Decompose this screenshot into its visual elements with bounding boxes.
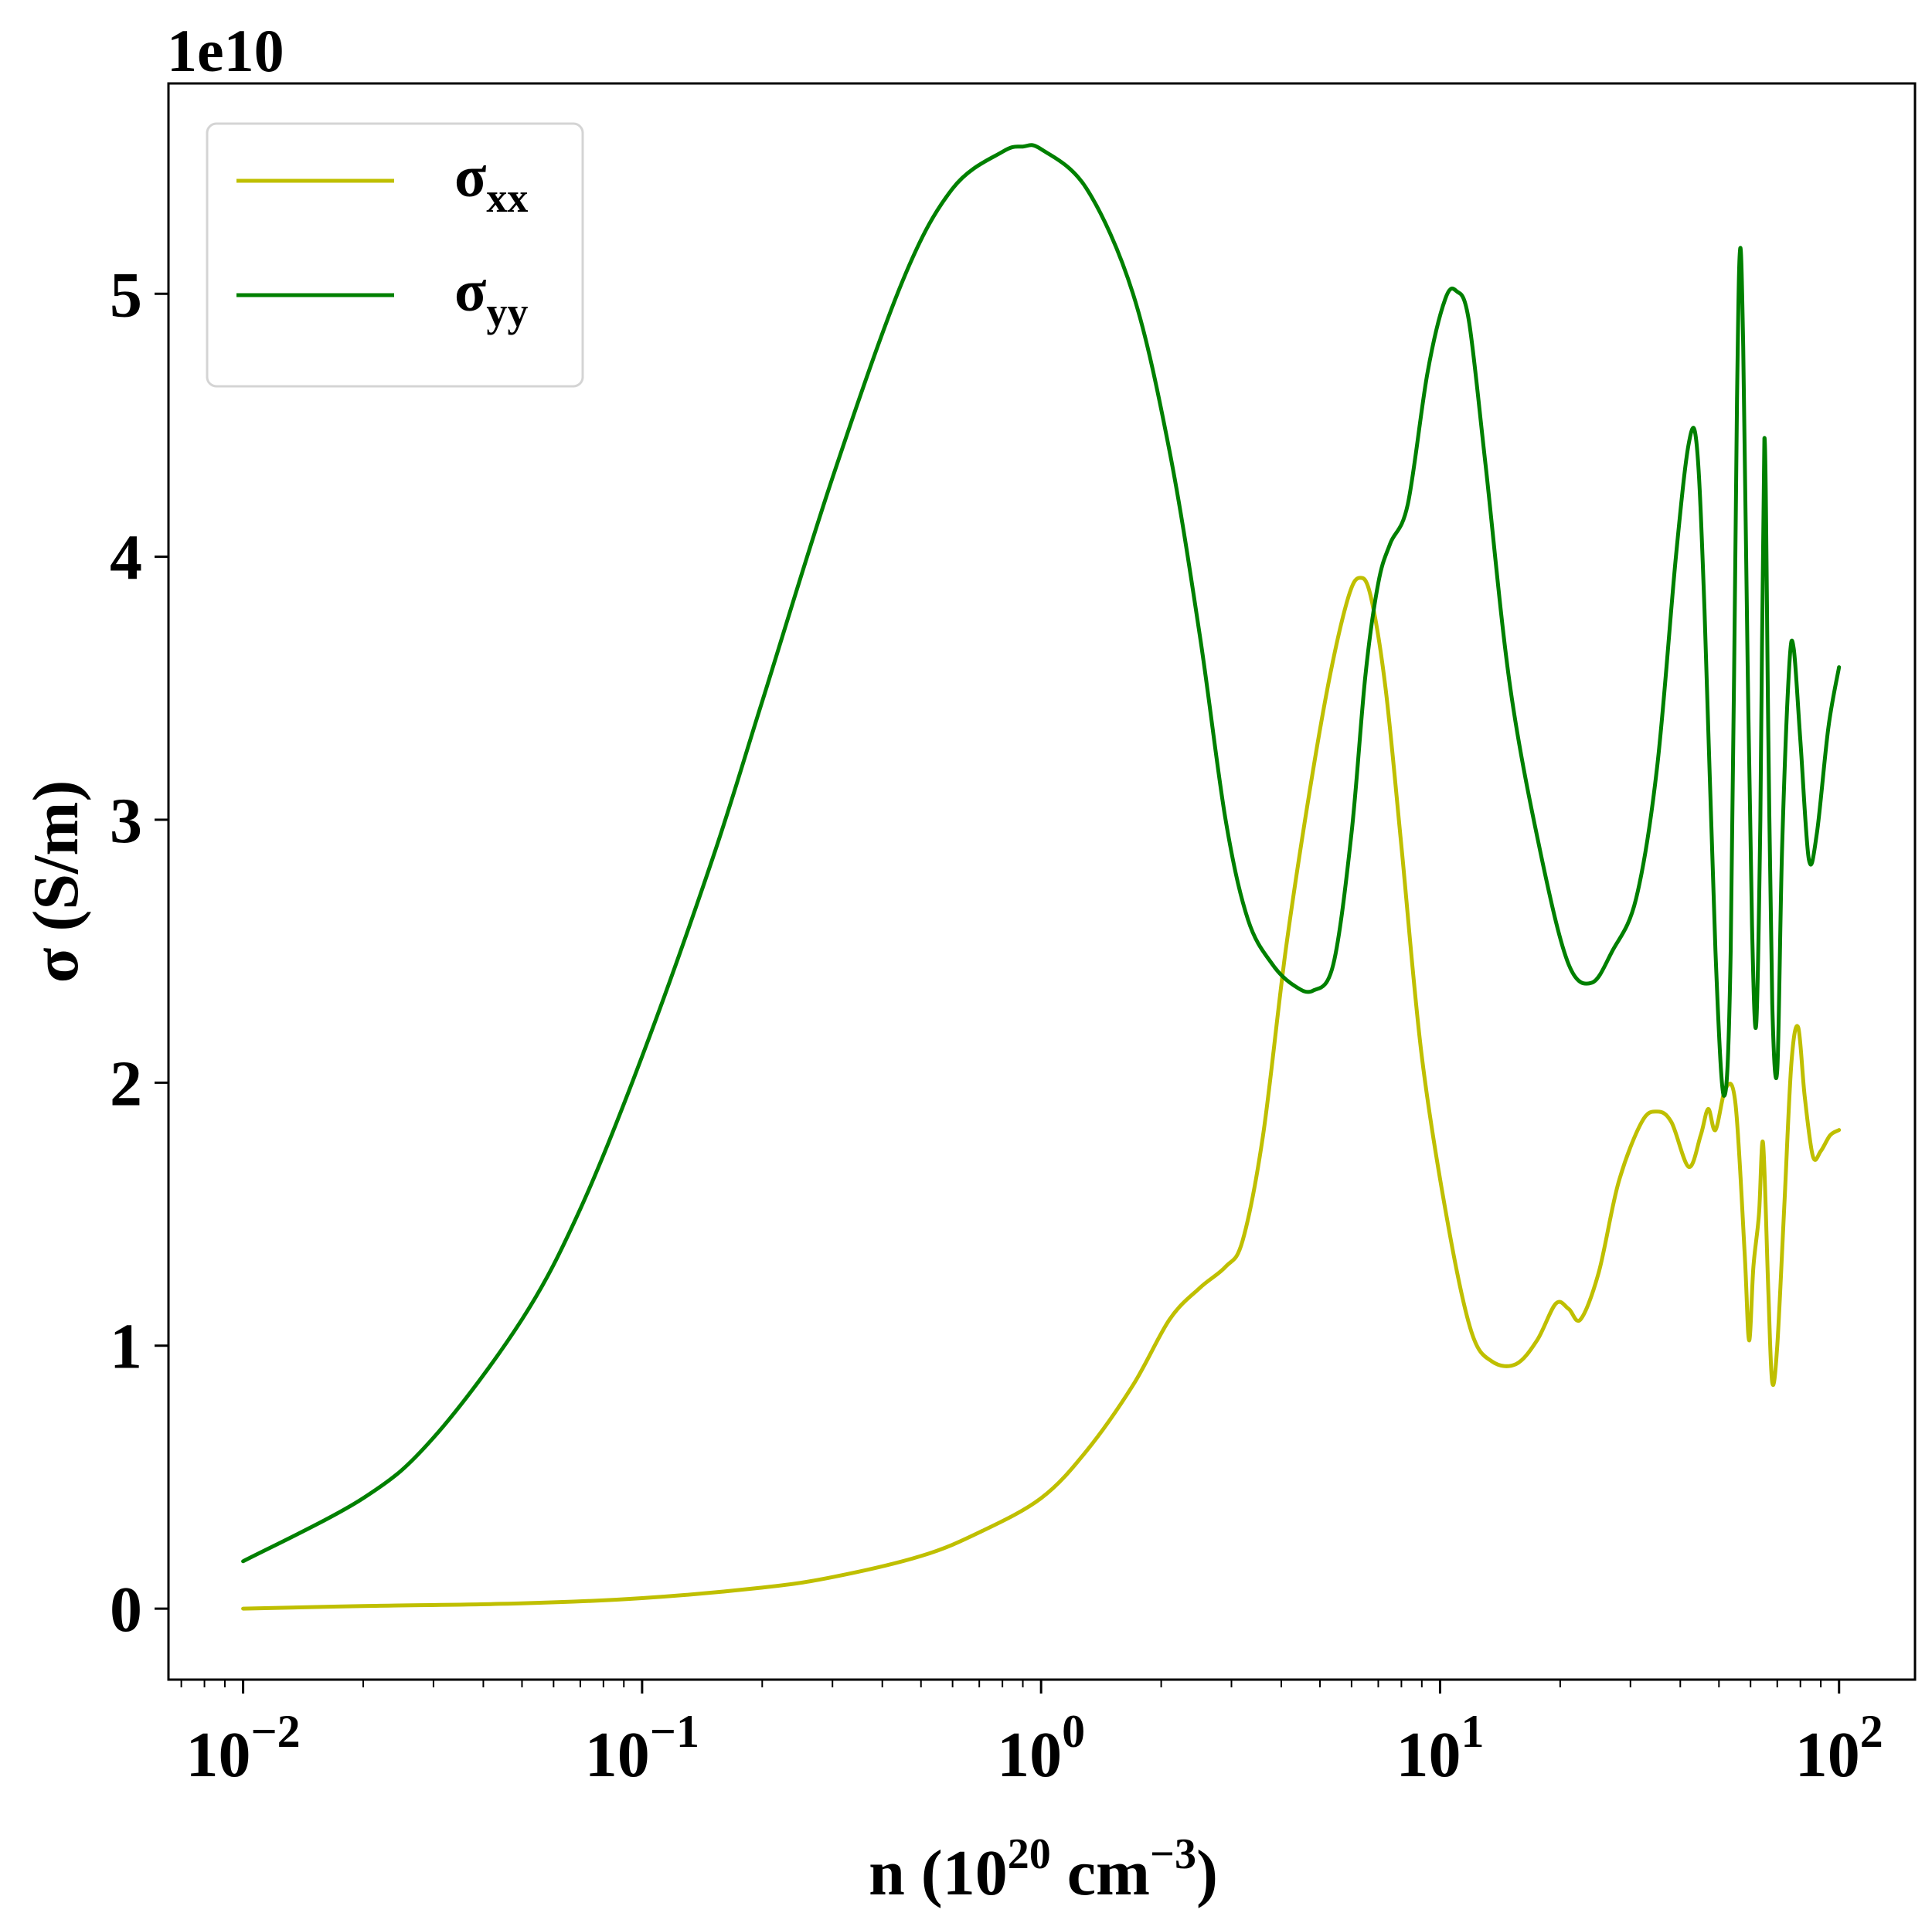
x-axis-label: n (1020 cm−3) [869,1830,1218,1909]
x-axis-label-unit: cm [1051,1837,1150,1909]
y-tick-label: 5 [110,259,142,331]
y-axis-ticks: 0 1 2 3 4 5 [110,259,168,1646]
x-axis-label-tail: ) [1196,1837,1218,1909]
x-tick-label-base: 10 [1396,1719,1461,1791]
series-layer [241,143,1842,1611]
legend-box [206,122,584,388]
x-axis-ticks: 10−2 10−1 100 101 102 [180,1680,1883,1791]
y-axis-label: σ (S/m) [20,780,92,984]
x-tick-label-exponent: 1 [1461,1706,1484,1757]
legend-label-sigma-xx-main: σ [454,144,486,209]
legend-label-sigma-xx: σxx [454,144,528,221]
x-tick-label: 10−1 [585,1706,699,1791]
x-axis-label-exp1: 20 [1008,1830,1051,1878]
legend-label-sigma-yy: σyy [454,259,528,335]
x-tick-label-base: 10 [185,1719,250,1791]
x-tick-label-base: 10 [585,1719,650,1791]
x-tick-label-base: 10 [1795,1719,1860,1791]
y-tick-label: 3 [110,785,142,857]
y-tick-label: 4 [110,522,142,594]
series-line-sigma-xx [241,576,1842,1611]
y-tick-label: 2 [110,1048,142,1119]
x-axis-label-main: n (10 [869,1837,1008,1909]
x-tick-label: 10−2 [185,1706,300,1791]
x-axis-label-exp2: −3 [1150,1830,1196,1878]
x-tick-label-exponent: −1 [650,1706,699,1757]
series-line-sigma-yy [241,143,1842,1564]
x-tick-label-exponent: −2 [250,1706,300,1757]
y-tick-label: 1 [110,1311,142,1383]
x-tick-label-base: 10 [997,1719,1062,1791]
legend-label-sigma-yy-sub: yy [486,289,528,335]
y-tick-label: 0 [110,1574,142,1646]
y-offset-label: 1e10 [167,17,284,84]
x-tick-label: 102 [1795,1706,1883,1791]
x-tick-label-exponent: 0 [1062,1706,1085,1757]
legend-label-sigma-xx-sub: xx [486,175,528,221]
x-tick-label: 100 [997,1706,1085,1791]
x-tick-label-exponent: 2 [1860,1706,1883,1757]
legend-label-sigma-yy-main: σ [454,259,486,324]
legend: σxx σyy [206,122,584,388]
x-tick-label: 101 [1396,1706,1484,1791]
